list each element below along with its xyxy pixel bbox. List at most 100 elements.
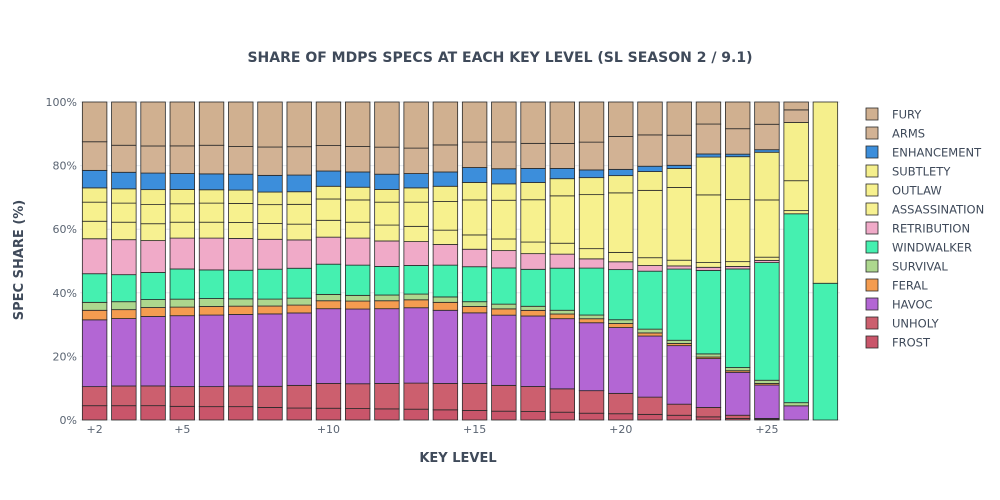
- bar-segment-arms: [754, 123, 780, 151]
- bar-segment-windwalker: [754, 262, 780, 381]
- legend-label-subtlety: SUBTLETY: [892, 165, 951, 179]
- bar-segment-fury: [315, 101, 342, 146]
- bar-segment-subtlety: [257, 191, 283, 206]
- bar-segment-arms: [140, 145, 166, 174]
- bar-segment-retribution: [257, 238, 283, 270]
- bar-segment-subtlety: [81, 187, 108, 203]
- legend-swatch-havoc: [865, 297, 879, 311]
- legend-swatch-enhancement: [865, 145, 879, 159]
- legend-swatch-arms: [865, 126, 879, 140]
- x-tick-label: +15: [463, 423, 486, 436]
- y-tick-label: 20%: [53, 350, 77, 363]
- bar-segment-frost: [432, 409, 459, 421]
- bar-segment-outlaw: [608, 192, 634, 253]
- bar-segment-havoc: [754, 384, 780, 419]
- bar-segment-subtlety: [315, 185, 342, 200]
- bar-segment-subtlety: [228, 189, 254, 204]
- bar-segment-fury: [725, 101, 751, 130]
- bar-segment-fury: [81, 101, 108, 143]
- bar-segment-havoc: [169, 315, 195, 388]
- bar-segment-havoc: [198, 314, 225, 388]
- bar-segment-havoc: [315, 308, 342, 384]
- bar-segment-windwalker: [403, 265, 429, 295]
- bar-segment-survival: [666, 339, 692, 344]
- bar-segment-assassination: [578, 248, 605, 260]
- bar-segment-feral: [637, 332, 663, 337]
- bar-segment-outlaw: [725, 199, 751, 263]
- bar-segment-arms: [520, 142, 546, 169]
- bar-segment-outlaw: [432, 201, 459, 231]
- bar-segment-assassination: [491, 238, 517, 252]
- legend-label-outlaw: OUTLAW: [892, 184, 942, 198]
- bar-segment-frost: [520, 411, 546, 421]
- bar-segment-frost: [666, 414, 692, 421]
- bar-segment-fury: [666, 101, 692, 136]
- bar-segment-enhancement: [491, 168, 517, 185]
- bar-segment-havoc: [461, 312, 488, 384]
- bar-segment-assassination: [520, 241, 546, 255]
- bar-segment-fury: [198, 101, 225, 146]
- bar-segment-windwalker: [169, 268, 195, 300]
- bar-segment-fury: [520, 101, 546, 144]
- bar-segment-unholy: [169, 386, 195, 407]
- legend-label-havoc: HAVOC: [892, 298, 933, 312]
- bar-segment-feral: [374, 300, 400, 310]
- bar-segment-survival: [81, 301, 108, 311]
- bar-segment-assassination: [81, 220, 108, 240]
- bar-segment-arms: [637, 134, 663, 167]
- legend-swatch-outlaw: [865, 183, 879, 197]
- bar-segment-fury: [695, 101, 722, 125]
- legend: FURY ARMS ENHANCEMENT SUBTLETY OUTLAW ASSASSI…: [865, 108, 984, 350]
- bar-segment-survival: [461, 301, 488, 307]
- bar-segment-windwalker: [637, 270, 663, 330]
- bar-segment-outlaw: [549, 195, 575, 244]
- bar-segment-survival: [783, 402, 809, 407]
- bar-segment-windwalker: [812, 282, 839, 421]
- bar-segment-outlaw: [169, 203, 195, 223]
- y-axis-ticks: 0% 20% 40% 60% 80% 100%: [46, 96, 77, 427]
- bar-segment-enhancement: [345, 171, 371, 188]
- bar-segment-windwalker: [315, 263, 342, 295]
- bar-segment-enhancement: [286, 174, 312, 193]
- bar-segment-survival: [608, 319, 634, 324]
- bar-segment-subtlety: [403, 187, 429, 203]
- bar-segment-unholy: [345, 383, 371, 409]
- bar-segment-fury: [286, 101, 312, 148]
- bar-segment-arms: [81, 141, 108, 171]
- legend-swatch-unholy: [865, 316, 879, 330]
- bar-segment-subtlety: [695, 156, 722, 196]
- bar-segment-survival: [257, 298, 283, 307]
- bar-segment-havoc: [403, 307, 429, 384]
- bar-segment-outlaw: [461, 199, 488, 236]
- bar-segment-havoc: [783, 405, 809, 421]
- bar-segment-assassination: [403, 225, 429, 243]
- bar-segment-survival: [520, 305, 546, 311]
- bar-segment-assassination: [315, 219, 342, 238]
- bar-segment-feral: [81, 309, 108, 321]
- bar-segment-havoc: [111, 318, 137, 387]
- bar-segment-havoc: [228, 314, 254, 387]
- bar-segment-survival: [432, 296, 459, 303]
- bar-segment-arms: [666, 134, 692, 166]
- bar-segment-survival: [578, 314, 605, 320]
- bar-segment-outlaw: [403, 201, 429, 227]
- bar-segment-assassination: [228, 222, 254, 239]
- bar-segment-enhancement: [403, 173, 429, 189]
- bar-segment-frost: [578, 412, 605, 421]
- bar-segment-fury: [461, 101, 488, 143]
- bar-segment-subtlety: [783, 122, 809, 182]
- bar-segment-fury: [111, 101, 137, 146]
- bar-segment-survival: [140, 299, 166, 308]
- legend-label-frost: FROST: [892, 336, 931, 350]
- bar-segment-frost: [695, 416, 722, 421]
- bar-segment-enhancement: [637, 165, 663, 172]
- legend-label-retribution: RETRIBUTION: [892, 222, 970, 236]
- bar-segment-arms: [169, 145, 195, 174]
- bar-segment-havoc: [578, 322, 605, 392]
- bar-segment-havoc: [666, 345, 692, 405]
- legend-label-survival: SURVIVAL: [892, 260, 948, 274]
- bar-segment-arms: [198, 144, 225, 175]
- bar-segment-subtlety: [374, 189, 400, 203]
- bar-segment-survival: [374, 294, 400, 302]
